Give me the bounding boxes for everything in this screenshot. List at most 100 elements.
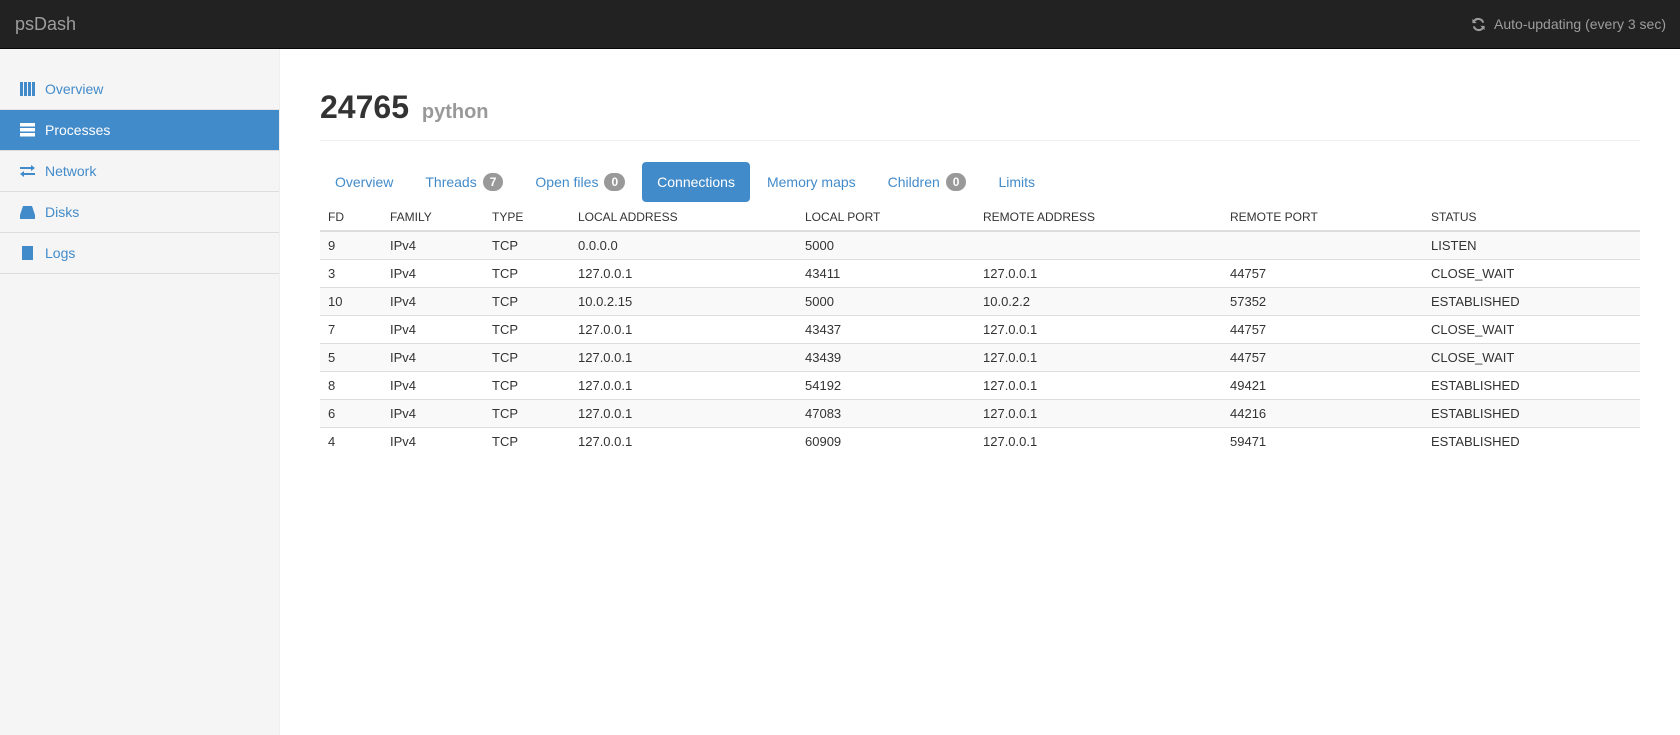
table-cell: TCP — [484, 399, 570, 428]
table-row: 5 IPv4 TCP 127.0.0.1 43439 127.0.0.1 44757 CLOS… — [320, 343, 1640, 372]
table-cell: TCP — [484, 230, 570, 260]
table-cell: 10 — [320, 287, 382, 316]
table-cell — [975, 230, 1222, 260]
table-cell: 44216 — [1222, 399, 1423, 428]
connections-table: FD FAMILY TYPE LOCAL ADDRESS LOCAL PORT REMOT… — [320, 204, 1640, 455]
column-header: REMOTE ADDRESS — [975, 204, 1222, 232]
table-cell: IPv4 — [382, 230, 484, 260]
table-row: 8 IPv4 TCP 127.0.0.1 54192 127.0.0.1 49421 ESTA… — [320, 371, 1640, 400]
sidebar-item-overview[interactable]: Overview — [0, 69, 279, 110]
table-cell: ESTABLISHED — [1423, 427, 1640, 455]
table-row: 3 IPv4 TCP 127.0.0.1 43411 127.0.0.1 44757 CLOS… — [320, 259, 1640, 288]
process-tabs: Overview Threads 7 Open files 0 Connection… — [320, 162, 1640, 202]
sidebar-item-label: Network — [45, 163, 97, 179]
table-cell: 47083 — [797, 399, 975, 428]
table-cell: CLOSE_WAIT — [1423, 259, 1640, 288]
sidebar-item-processes[interactable]: Processes — [0, 110, 279, 151]
tab-label: Open files — [535, 174, 599, 190]
table-cell: 10.0.2.2 — [975, 287, 1222, 316]
table-cell: 3 — [320, 259, 382, 288]
count-badge: 0 — [945, 173, 967, 191]
table-cell — [1222, 230, 1423, 260]
table-cell: 54192 — [797, 371, 975, 400]
table-row: 7 IPv4 TCP 127.0.0.1 43437 127.0.0.1 44757 CLOS… — [320, 315, 1640, 344]
auto-update-label: Auto-updating (every 3 sec) — [1494, 16, 1666, 32]
tab-memory-maps[interactable]: Memory maps — [752, 162, 871, 202]
column-header: LOCAL ADDRESS — [570, 204, 797, 232]
tasks-icon — [20, 123, 35, 137]
tab-overview[interactable]: Overview — [320, 162, 408, 202]
sidebar-item-label: Disks — [45, 204, 80, 220]
table-cell: TCP — [484, 371, 570, 400]
tab-threads[interactable]: Threads 7 — [410, 162, 518, 202]
transfer-icon — [20, 165, 35, 177]
sidebar-item-network[interactable]: Network — [0, 151, 279, 192]
table-cell: IPv4 — [382, 371, 484, 400]
table-cell: 7 — [320, 315, 382, 344]
table-cell: IPv4 — [382, 399, 484, 428]
table-cell: LISTEN — [1423, 230, 1640, 260]
brand-link[interactable]: psDash — [15, 14, 77, 34]
table-cell: CLOSE_WAIT — [1423, 343, 1640, 372]
th-icon — [20, 82, 35, 96]
tab-label: Overview — [335, 174, 394, 190]
table-cell: 127.0.0.1 — [570, 427, 797, 455]
page-title: 24765 python — [320, 89, 1640, 141]
table-cell: 9 — [320, 230, 382, 260]
column-header: FD — [320, 204, 382, 232]
tab-label: Children — [887, 174, 940, 190]
tab-open-files[interactable]: Open files 0 — [520, 162, 640, 202]
table-cell: 5 — [320, 343, 382, 372]
table-cell: 44757 — [1222, 315, 1423, 344]
sidebar-item-disks[interactable]: Disks — [0, 192, 279, 233]
table-cell: IPv4 — [382, 287, 484, 316]
process-name: python — [421, 101, 489, 123]
table-cell: 49421 — [1222, 371, 1423, 400]
table-cell: 57352 — [1222, 287, 1423, 316]
sidebar-item-label: Overview — [45, 81, 104, 97]
tab-label: Threads — [425, 174, 477, 190]
table-cell: 4 — [320, 427, 382, 455]
sidebar-item-logs[interactable]: Logs — [0, 233, 279, 274]
table-cell: 127.0.0.1 — [570, 259, 797, 288]
table-cell: 127.0.0.1 — [570, 343, 797, 372]
table-row: 6 IPv4 TCP 127.0.0.1 47083 127.0.0.1 44216 ESTA… — [320, 399, 1640, 428]
table-cell: TCP — [484, 427, 570, 455]
tab-connections[interactable]: Connections — [642, 162, 750, 202]
auto-update-indicator[interactable]: Auto-updating (every 3 sec) — [1471, 16, 1666, 32]
table-cell: IPv4 — [382, 427, 484, 455]
count-badge: 7 — [482, 173, 504, 191]
count-badge: 0 — [604, 173, 626, 191]
navbar: psDash Auto-updating (every 3 sec) — [0, 0, 1680, 49]
table-cell: 127.0.0.1 — [975, 343, 1222, 372]
table-cell: 60909 — [797, 427, 975, 455]
table-row: 4 IPv4 TCP 127.0.0.1 60909 127.0.0.1 59471 ESTA… — [320, 427, 1640, 455]
table-cell: IPv4 — [382, 343, 484, 372]
table-cell: 127.0.0.1 — [975, 399, 1222, 428]
column-header: REMOTE PORT — [1222, 204, 1423, 232]
table-row: 10 IPv4 TCP 10.0.2.15 5000 10.0.2.2 57352 ESTAB… — [320, 287, 1640, 316]
tab-label: Limits — [998, 174, 1036, 190]
table-cell: ESTABLISHED — [1423, 399, 1640, 428]
table-cell: 8 — [320, 371, 382, 400]
table-row: 9 IPv4 TCP 0.0.0.0 5000 LISTEN — [320, 230, 1640, 260]
table-cell: 5000 — [797, 287, 975, 316]
tab-label: Memory maps — [766, 174, 856, 190]
table-cell: TCP — [484, 259, 570, 288]
table-cell: 127.0.0.1 — [570, 315, 797, 344]
table-cell: 127.0.0.1 — [975, 427, 1222, 455]
sidebar-item-label: Logs — [45, 245, 76, 261]
process-pid: 24765 — [320, 89, 409, 125]
column-header: TYPE — [484, 204, 570, 232]
column-header: LOCAL PORT — [797, 204, 975, 232]
table-header-row: FD FAMILY TYPE LOCAL ADDRESS LOCAL PORT REMOT… — [320, 204, 1640, 232]
table-cell: 6 — [320, 399, 382, 428]
tab-children[interactable]: Children 0 — [873, 162, 982, 202]
table-cell: 5000 — [797, 230, 975, 260]
table-cell: 44757 — [1222, 259, 1423, 288]
tab-limits[interactable]: Limits — [983, 162, 1050, 202]
table-cell: ESTABLISHED — [1423, 287, 1640, 316]
table-cell: 10.0.2.15 — [570, 287, 797, 316]
table-cell: 43411 — [797, 259, 975, 288]
table-cell: TCP — [484, 315, 570, 344]
